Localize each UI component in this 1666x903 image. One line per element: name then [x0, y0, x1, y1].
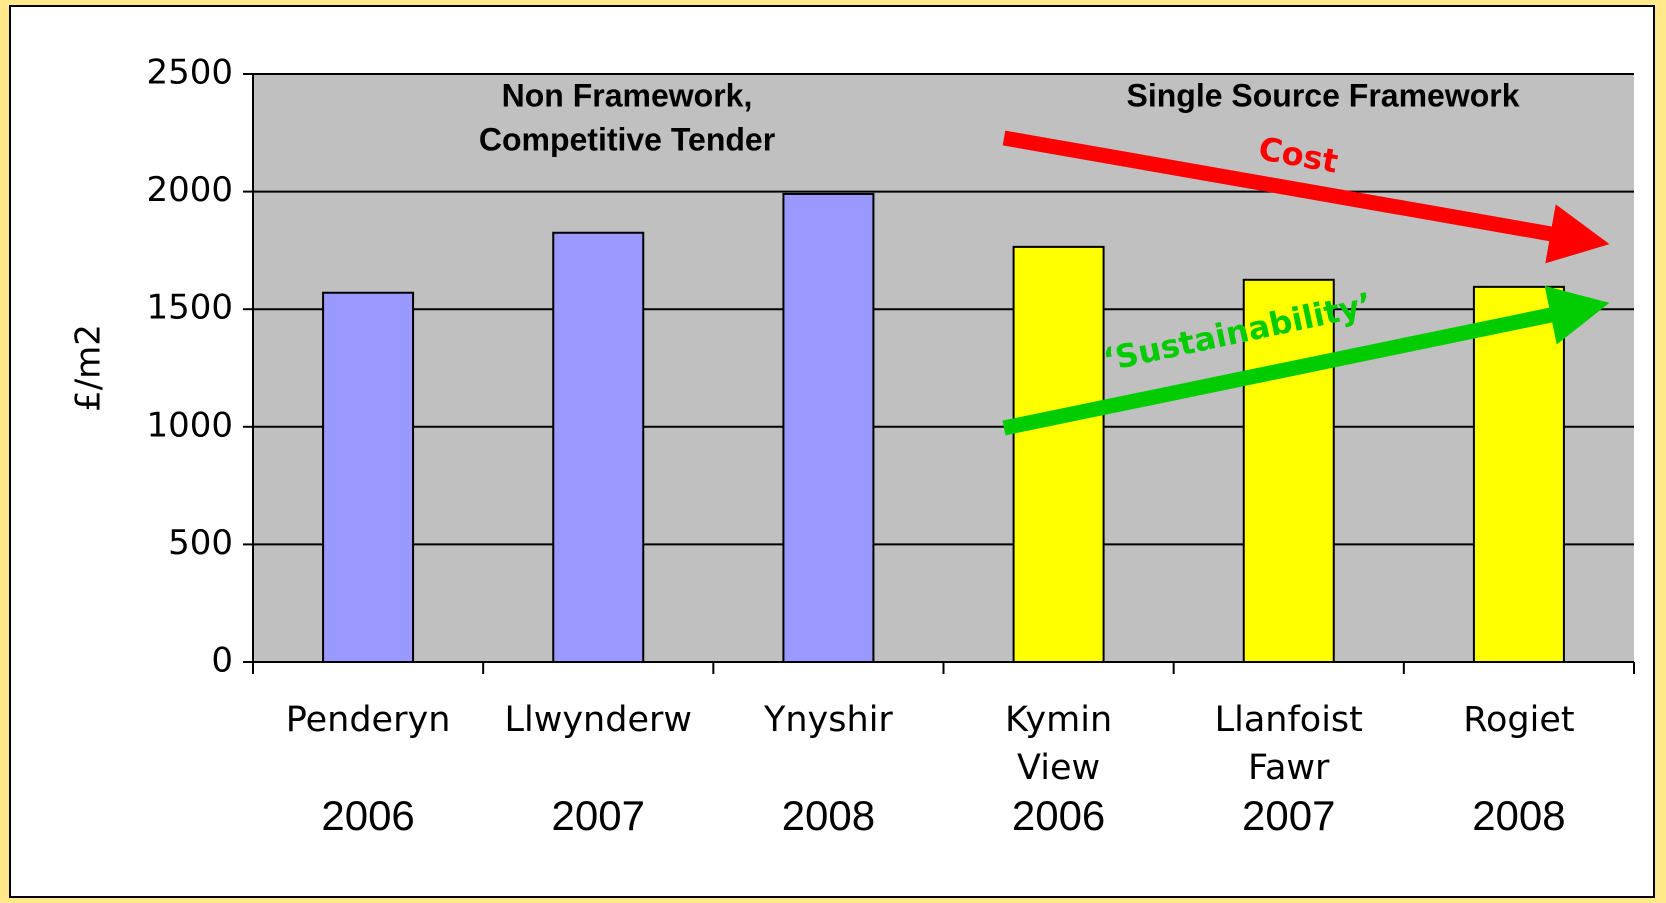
bar [1242, 278, 1335, 663]
y-axis-label: £/m2 [69, 324, 109, 412]
x-tick-label: Rogiet [1463, 700, 1575, 740]
year-label: 2008 [781, 792, 876, 839]
y-tick-label: 2000 [146, 170, 233, 210]
x-tick-label: Kymin View [1005, 700, 1113, 788]
y-tick-label: 1500 [146, 288, 233, 328]
plot-area [253, 74, 1634, 662]
bar [322, 291, 415, 663]
year-label: 2006 [321, 792, 415, 839]
x-tick-label: Llwynderw [504, 700, 692, 740]
x-tick-label: Penderyn [285, 700, 451, 740]
sustainability-arrow [1002, 285, 1610, 436]
y-tick-label: 0 [211, 641, 233, 681]
y-tick-label: 1000 [146, 405, 233, 445]
bar [782, 192, 875, 663]
year-label: 2007 [551, 792, 645, 839]
cost-arrow [1002, 130, 1610, 264]
year-label: 2008 [1472, 792, 1566, 839]
group-label: Single Source Framework [1126, 77, 1519, 113]
bar [552, 231, 645, 663]
x-tick-label: Llanfoist Fawr [1214, 700, 1363, 788]
year-label: 2007 [1242, 792, 1336, 839]
group-label: Non Framework, [502, 77, 753, 113]
group-label: Competitive Tender [479, 121, 775, 157]
y-tick-label: 2500 [146, 53, 233, 93]
bar [1012, 245, 1105, 663]
year-label: 2006 [1011, 792, 1106, 839]
bar [1472, 285, 1565, 663]
x-tick-label: Ynyshir [764, 700, 893, 740]
y-tick-label: 500 [168, 523, 233, 563]
